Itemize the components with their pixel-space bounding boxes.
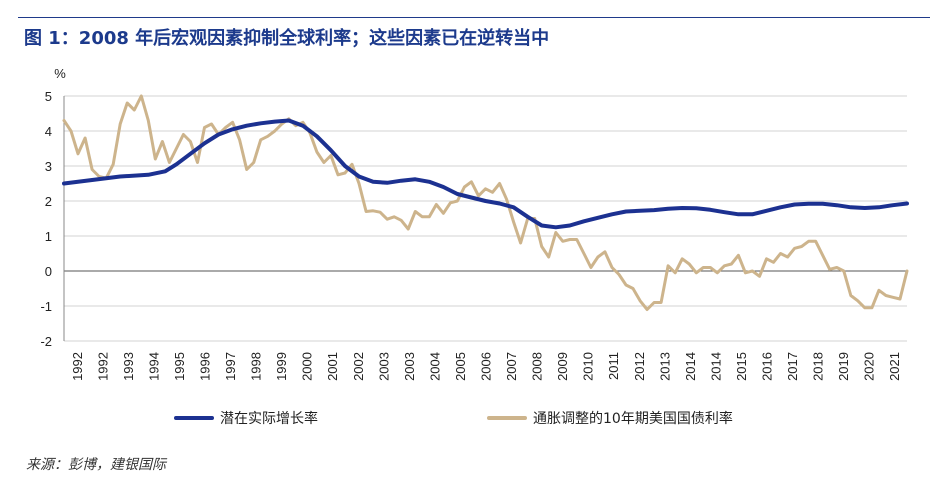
legend-label-1: 通胀调整的10年期美国国债利率 [533,411,733,427]
x-tick-label-0: 1992 [70,352,85,381]
source-note: 来源：彭博，建银国际 [26,457,166,473]
x-tick-label-30: 2019 [836,352,851,381]
x-tick-label-4: 1995 [172,352,187,381]
chart-canvas: -2 -1 0 1 2 3 4 5 1992 1992 1993 1994 1995 1996 1997 19… [40,66,909,381]
legend-swatch-0 [174,416,214,420]
x-tick-label-3: 1994 [146,352,161,381]
x-tick-label-12: 2003 [376,352,391,381]
x-tick-label-20: 2010 [581,352,596,381]
x-tick-label-15: 2005 [453,352,468,381]
series-line-1 [62,94,909,311]
title-rule [18,17,930,18]
series-line-0 [62,118,909,230]
y-tick-label-4: 2 [45,194,52,209]
x-tick-label-14: 2004 [427,352,442,381]
y-tick-label-5: 3 [45,159,52,174]
axis-layer: -2 -1 0 1 2 3 4 5 1992 1992 1993 1994 1995 1996 1997 19… [40,89,907,381]
y-tick-label-7: 5 [45,89,52,104]
x-tick-label-1: 1992 [95,352,110,381]
x-tick-label-23: 2013 [657,352,672,381]
y-tick-label-0: -2 [40,334,52,349]
x-tick-label-11: 2002 [351,352,366,381]
chart-title: 图 1：2008 年后宏观因素抑制全球利率；这些因素已在逆转当中 [24,28,550,49]
legend-label-0: 潜在实际增长率 [220,411,318,427]
x-tick-label-25: 2014 [708,352,723,381]
x-tick-label-16: 2006 [479,352,494,381]
x-tick-label-24: 2014 [683,352,698,381]
x-tick-label-29: 2018 [811,352,826,381]
series-layer [62,94,909,311]
x-tick-label-21: 2011 [606,352,621,380]
x-tick-label-22: 2012 [632,352,647,381]
x-tick-label-19: 2009 [555,352,570,381]
x-tick-label-9: 2000 [300,352,315,381]
x-tick-label-28: 2017 [785,352,800,381]
y-tick-label-6: 4 [45,124,52,139]
x-tick-label-26: 2015 [734,352,749,381]
grid-layer [64,95,907,342]
x-tick-label-5: 1996 [198,352,213,381]
x-tick-label-7: 1998 [249,352,264,381]
y-tick-label-2: 0 [45,264,52,279]
legend-swatch-1 [487,416,527,420]
x-tick-label-18: 2008 [530,352,545,381]
x-tick-label-17: 2007 [504,352,519,381]
y-tick-label-3: 1 [45,229,52,244]
y-axis-unit-label: % [54,66,66,81]
x-tick-label-32: 2021 [887,352,902,381]
legend-item-1: 通胀调整的10年期美国国债利率 [487,408,733,428]
x-tick-label-31: 2020 [862,352,877,381]
x-tick-label-2: 1993 [121,352,136,381]
x-tick-label-27: 2016 [760,352,775,381]
x-tick-label-8: 1999 [274,352,289,381]
x-tick-label-10: 2001 [325,352,340,381]
y-tick-label-1: -1 [40,299,52,314]
legend-item-0: 潜在实际增长率 [174,408,318,428]
x-tick-label-6: 1997 [223,352,238,381]
x-tick-label-13: 2003 [402,352,417,381]
